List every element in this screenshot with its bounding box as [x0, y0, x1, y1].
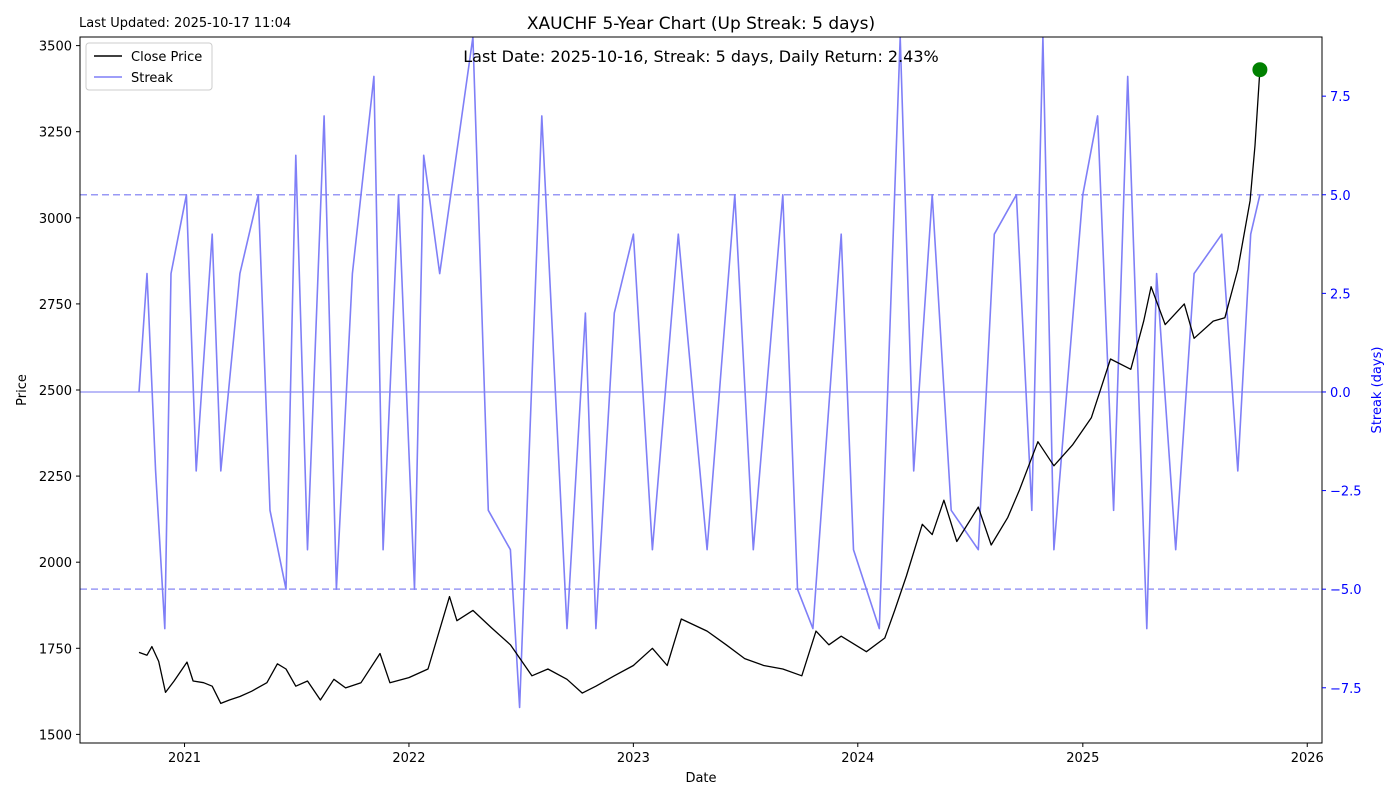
streak-line — [138, 37, 1261, 709]
price-line — [138, 69, 1261, 705]
y2-tick-label: −2.5 — [1330, 485, 1362, 500]
y-tick-label: 1500 — [39, 728, 72, 743]
x-axis-label: Date — [685, 771, 716, 786]
last-price-marker — [1252, 62, 1268, 78]
y-tick-label: 2250 — [39, 470, 72, 485]
y-axis-ticks: 1500 1750 2000 2250 2500 2750 3000 3250 3500 — [39, 40, 80, 743]
legend-streak-label: Streak — [131, 71, 173, 86]
y-tick-label: 2500 — [39, 384, 72, 399]
y2-axis-ticks: −7.5 −5.0 −2.5 0.0 2.5 5.0 7.5 — [1322, 90, 1362, 697]
y-tick-label: 2000 — [39, 556, 72, 571]
y-tick-label: 1750 — [39, 642, 72, 657]
x-tick-label: 2026 — [1291, 751, 1324, 766]
price-series — [138, 69, 1261, 705]
x-tick-label: 2022 — [392, 751, 425, 766]
y2-axis-label: Streak (days) — [1370, 347, 1385, 434]
chart-subtitle: Last Date: 2025-10-16, Streak: 5 days, D… — [463, 47, 939, 66]
reference-lines — [80, 194, 1322, 590]
legend-price-label: Close Price — [131, 50, 202, 65]
y-tick-label: 3250 — [39, 126, 72, 141]
x-tick-label: 2021 — [168, 751, 201, 766]
x-tick-label: 2025 — [1066, 751, 1099, 766]
y-tick-label: 2750 — [39, 298, 72, 313]
x-axis-ticks: 2021 2022 2023 2024 2025 2026 — [168, 743, 1324, 766]
y-tick-label: 3000 — [39, 212, 72, 227]
y2-tick-label: −5.0 — [1330, 583, 1362, 598]
y2-tick-label: 5.0 — [1330, 189, 1351, 204]
x-tick-label: 2023 — [617, 751, 650, 766]
y2-tick-label: 7.5 — [1330, 90, 1351, 105]
y2-tick-label: 0.0 — [1330, 386, 1351, 401]
x-tick-label: 2024 — [841, 751, 874, 766]
y2-tick-label: −7.5 — [1330, 682, 1362, 697]
chart-title: XAUCHF 5-Year Chart (Up Streak: 5 days) — [527, 14, 875, 34]
y-tick-label: 3500 — [39, 40, 72, 55]
streak-series — [138, 37, 1261, 709]
y-axis-label: Price — [15, 374, 30, 406]
legend-box — [85, 42, 213, 91]
last-updated-label: Last Updated: 2025-10-17 11:04 — [79, 16, 291, 31]
y2-tick-label: 2.5 — [1330, 287, 1351, 302]
legend: Close Price Streak — [85, 42, 213, 91]
